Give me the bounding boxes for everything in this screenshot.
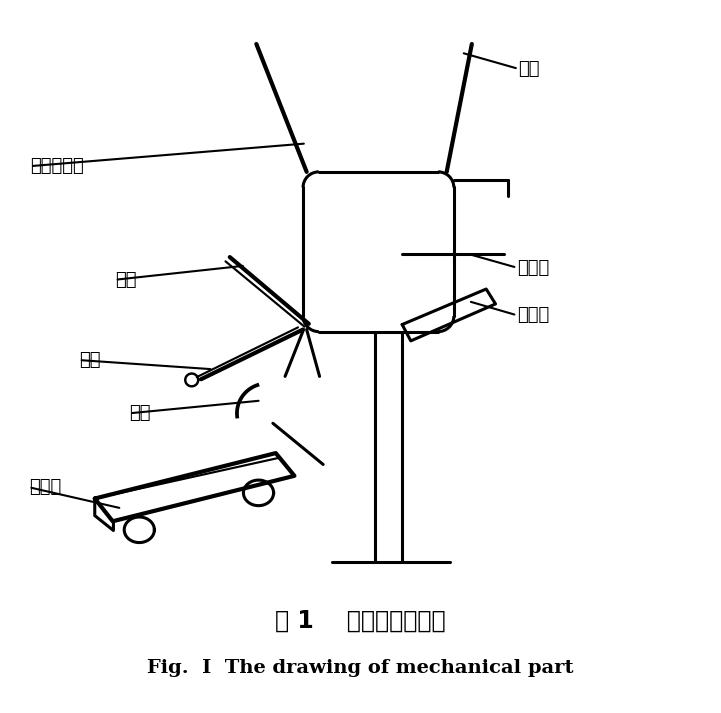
Text: 图 1    机械部分示意图: 图 1 机械部分示意图 <box>275 609 446 632</box>
Text: 啧嘴: 啧嘴 <box>79 351 100 369</box>
Text: 送风口: 送风口 <box>517 307 549 324</box>
Text: 料仓: 料仓 <box>518 60 540 78</box>
Text: Fig.  I  The drawing of mechanical part: Fig. I The drawing of mechanical part <box>147 659 574 677</box>
Text: 袋夹: 袋夹 <box>115 271 136 289</box>
Text: 压力罐: 压力罐 <box>517 259 549 277</box>
Text: 传送带: 传送带 <box>29 478 61 496</box>
Text: 快慢流锹门: 快慢流锹门 <box>30 157 84 175</box>
Text: 袋托: 袋托 <box>129 404 151 422</box>
